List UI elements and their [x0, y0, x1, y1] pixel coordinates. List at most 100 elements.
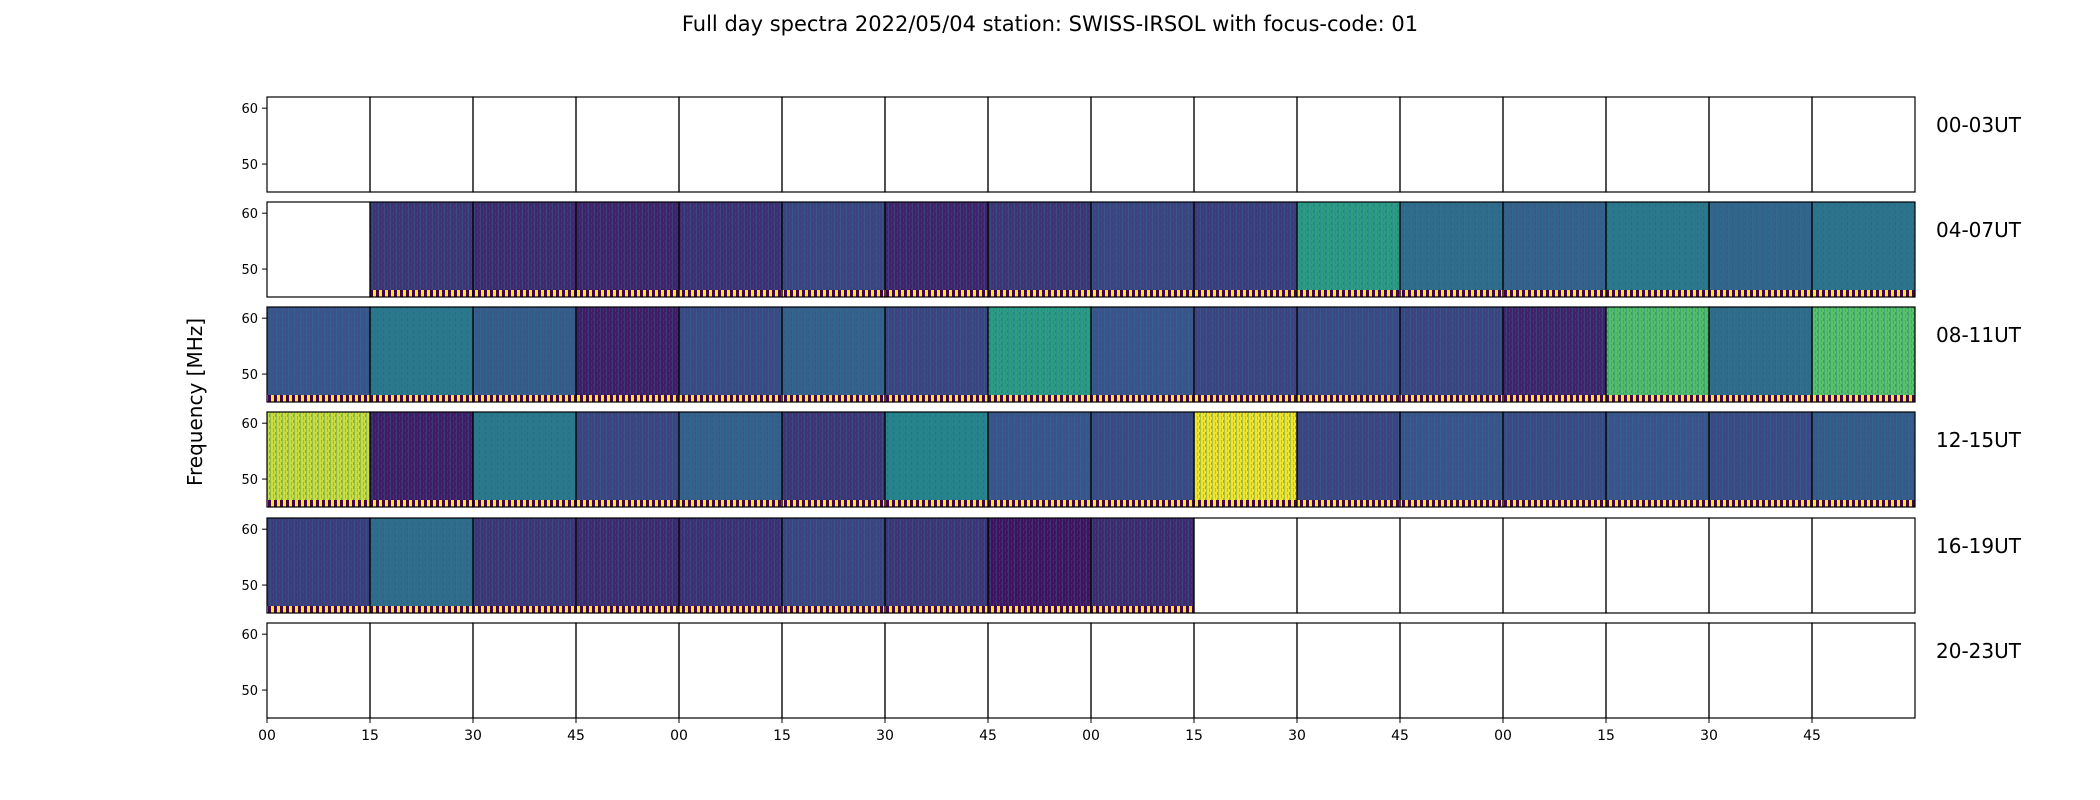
spectrum-texture: [1503, 412, 1606, 507]
spectrum-texture: [1606, 202, 1709, 297]
panel-frame: [678, 622, 783, 719]
x-tick-label: 15: [773, 728, 791, 744]
spectrum-texture: [576, 307, 679, 402]
calibration-marker: [267, 395, 370, 402]
spectrum-texture: [576, 202, 679, 297]
calibration-marker: [679, 500, 782, 507]
row-label: 20-23UT: [1936, 639, 2022, 663]
panel-frame: [369, 622, 474, 719]
panel-frame: [1708, 622, 1813, 719]
panel-frame: [1811, 306, 1916, 403]
y-tick-label: 50: [241, 684, 258, 699]
row-label: 00-03UT: [1936, 113, 2022, 137]
row-label: 12-15UT: [1936, 428, 2022, 452]
spectrum-texture: [782, 518, 885, 613]
spectrum-texture: [370, 307, 473, 402]
x-tick-label: 30: [1288, 728, 1306, 744]
spectrum-texture: [679, 412, 782, 507]
calibration-marker: [1091, 500, 1194, 507]
spectrum-texture: [679, 307, 782, 402]
panel-frame: [575, 96, 680, 193]
panel-frame: [884, 622, 989, 719]
spectrum-texture: [1606, 307, 1709, 402]
spectrum-texture: [885, 412, 988, 507]
panel-frame: [266, 96, 371, 193]
calibration-marker: [576, 290, 679, 297]
panel-frame: [1605, 622, 1710, 719]
calibration-marker: [782, 500, 885, 507]
panel-frame: [1090, 622, 1195, 719]
x-tick-label: 45: [1391, 728, 1409, 744]
panel-frame: [678, 96, 783, 193]
spectrum-texture: [1503, 202, 1606, 297]
spectrum-texture: [473, 412, 576, 507]
panel-frame: [781, 622, 886, 719]
spectrum-texture: [1812, 412, 1915, 507]
panel-frame: [1811, 201, 1916, 298]
calibration-marker: [267, 500, 370, 507]
spectrum-texture: [1091, 307, 1194, 402]
spectrum-texture: [988, 518, 1091, 613]
calibration-marker: [1400, 395, 1503, 402]
spectrum-texture: [1091, 412, 1194, 507]
spectrum-texture: [1812, 202, 1915, 297]
x-tick-label: 15: [1185, 728, 1203, 744]
calibration-marker: [1709, 395, 1812, 402]
calibration-marker: [1812, 395, 1915, 402]
y-tick-label: 60: [241, 417, 258, 432]
spectrum-texture: [1400, 412, 1503, 507]
calibration-marker: [1400, 500, 1503, 507]
spectrum-texture: [1194, 202, 1297, 297]
panel-frame: [1399, 622, 1504, 719]
panel-frame: [1193, 622, 1298, 719]
calibration-marker: [885, 290, 988, 297]
panel-frame: [266, 201, 371, 298]
calibration-marker: [1297, 290, 1400, 297]
calibration-marker: [1606, 500, 1709, 507]
calibration-marker: [473, 500, 576, 507]
calibration-marker: [1812, 290, 1915, 297]
spectrum-texture: [679, 202, 782, 297]
x-tick-label: 30: [876, 728, 894, 744]
calibration-marker: [576, 606, 679, 613]
calibration-marker: [370, 290, 473, 297]
panel-frame: [1811, 96, 1916, 193]
panel-frame: [1605, 517, 1710, 614]
panel-frame: [1502, 622, 1607, 719]
panel-frame: [1811, 622, 1916, 719]
calibration-marker: [782, 395, 885, 402]
calibration-marker: [1194, 395, 1297, 402]
spectrum-texture: [1400, 202, 1503, 297]
y-tick-label: 50: [241, 579, 258, 594]
panel-frame: [1193, 517, 1298, 614]
spectrum-texture: [1297, 307, 1400, 402]
x-tick-label: 00: [670, 728, 688, 744]
y-tick-label: 60: [241, 102, 258, 117]
panel-frame: [575, 622, 680, 719]
panel-frame: [781, 96, 886, 193]
x-tick-label: 00: [1494, 728, 1512, 744]
spectrum-texture: [576, 412, 679, 507]
calibration-marker: [1503, 290, 1606, 297]
spectrum-texture: [885, 202, 988, 297]
y-tick-label: 60: [241, 523, 258, 538]
calibration-marker: [1503, 500, 1606, 507]
calibration-marker: [1194, 500, 1297, 507]
chart-title: Full day spectra 2022/05/04 station: SWI…: [681, 12, 1419, 36]
panel-frame: [884, 96, 989, 193]
spectrum-texture: [988, 412, 1091, 507]
x-tick-label: 45: [1803, 728, 1821, 744]
calibration-marker: [267, 606, 370, 613]
spectrum-texture: [473, 518, 576, 613]
spectrum-texture: [1709, 202, 1812, 297]
calibration-marker: [1606, 290, 1709, 297]
calibration-marker: [1194, 290, 1297, 297]
calibration-marker: [782, 290, 885, 297]
panel-frame: [1296, 622, 1401, 719]
row-label: 08-11UT: [1936, 323, 2022, 347]
spectrum-texture: [1606, 412, 1709, 507]
calibration-marker: [1297, 500, 1400, 507]
spectrum-texture: [782, 307, 885, 402]
spectrum-texture: [1091, 202, 1194, 297]
